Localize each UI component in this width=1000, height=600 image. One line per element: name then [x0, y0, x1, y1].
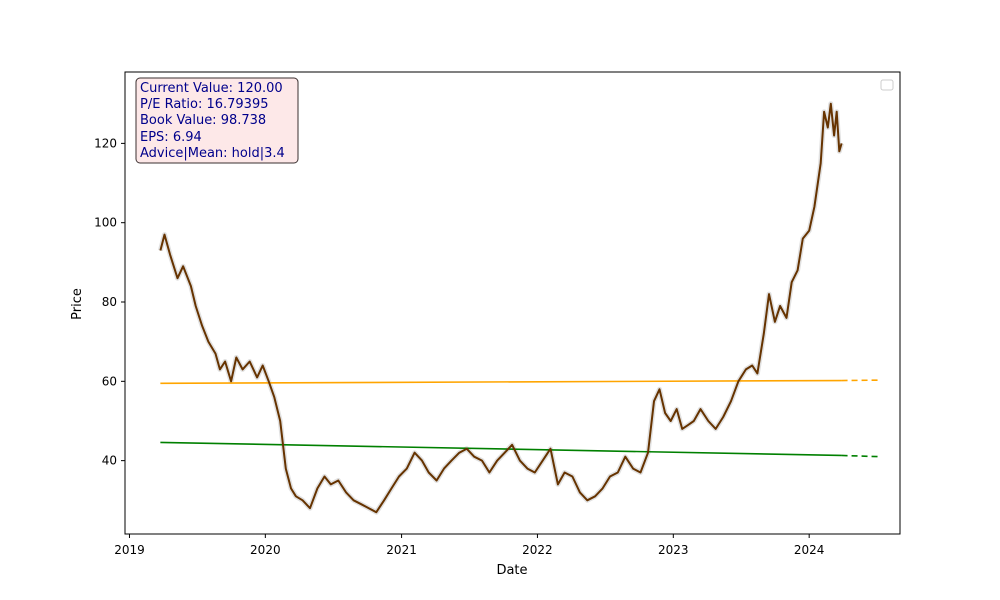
info-current-value: Current Value: 120.00 [140, 81, 283, 96]
x-tick-label: 2021 [386, 543, 417, 557]
info-pe-ratio: P/E Ratio: 16.79395 [140, 97, 268, 112]
x-tick-label: 2022 [522, 543, 553, 557]
trend-lines [160, 379, 881, 458]
x-axis: 2019 2020 2021 2022 2023 2024 [114, 534, 824, 557]
info-box-background [135, 77, 299, 164]
price-series [159, 102, 843, 514]
y-tick-label: 60 [102, 374, 117, 388]
lower-trend-projection [841, 454, 881, 458]
y-tick-label: 120 [94, 136, 117, 150]
info-eps: EPS: 6.94 [140, 130, 202, 145]
x-tick-label: 2024 [794, 543, 825, 557]
x-tick-label: 2020 [250, 543, 281, 557]
y-axis: 40 60 80 100 120 [94, 136, 125, 468]
x-tick-label: 2023 [658, 543, 689, 557]
y-tick-label: 100 [94, 216, 117, 230]
x-tick-label: 2019 [114, 543, 145, 557]
info-book-value: Book Value: 98.738 [140, 113, 266, 128]
price-line [159, 102, 843, 514]
x-axis-label: Date [496, 563, 527, 578]
upper-trend-line [160, 379, 842, 385]
info-box: Current Value: 120.00 P/E Ratio: 16.7939… [135, 77, 299, 164]
y-tick-label: 80 [102, 295, 117, 309]
y-tick-label: 40 [102, 454, 117, 468]
plot-area-frame [124, 71, 901, 535]
y-axis-label: Price [70, 288, 85, 320]
info-advice: Advice|Mean: hold|3.4 [140, 146, 285, 161]
lower-trend-line [160, 441, 842, 457]
legend-box [880, 79, 894, 91]
